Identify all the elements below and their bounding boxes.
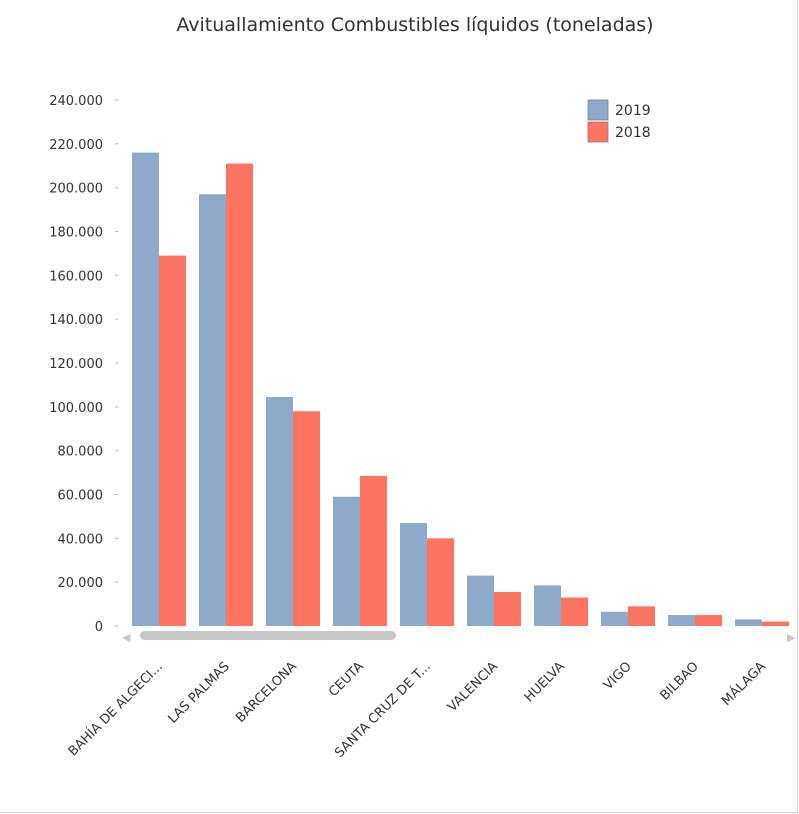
bar-2019[interactable]: [400, 522, 427, 626]
legend-swatch: [587, 121, 609, 143]
x-axis-labels: BAHÍA DE ALGECI... LAS PALMAS BARCELONA CEU…: [65, 658, 769, 760]
y-axis: 0 20.000 40.000 60.000 80.000 100.000 120.000 1…: [49, 94, 118, 635]
y-tick-label: 0: [95, 620, 103, 635]
bar-2019[interactable]: [601, 611, 628, 626]
bar-2018[interactable]: [159, 255, 186, 626]
y-tick-label: 220.000: [49, 138, 103, 153]
y-tick-label: 140.000: [49, 313, 103, 328]
legend: 2019 2018: [587, 99, 651, 143]
legend-label: 2018: [615, 125, 651, 141]
bar-2018[interactable]: [226, 163, 253, 626]
bar-2018[interactable]: [762, 621, 789, 626]
bar-2018[interactable]: [494, 592, 521, 626]
y-tick-label: 180.000: [49, 226, 103, 241]
x-tick-label: LAS PALMAS: [165, 659, 232, 726]
x-tick-label: BAHÍA DE ALGECI...: [65, 659, 166, 760]
x-tick-label: CEUTA: [326, 659, 367, 700]
x-tick-label: BILBAO: [657, 659, 701, 703]
chart-title: Avituallamiento Combustibles líquidos (t…: [176, 14, 654, 36]
bar-2019[interactable]: [534, 585, 561, 626]
bar-2018[interactable]: [695, 615, 722, 626]
bar-2018[interactable]: [561, 597, 588, 626]
x-tick-label: HUELVA: [522, 659, 568, 705]
bar-2019[interactable]: [333, 496, 360, 626]
y-tick-label: 200.000: [49, 182, 103, 197]
y-tick-label: 100.000: [49, 401, 103, 416]
y-tick-label: 240.000: [49, 94, 103, 109]
legend-label: 2019: [615, 103, 651, 119]
legend-swatch: [587, 99, 609, 121]
y-tick-label: 20.000: [58, 576, 104, 591]
bar-2019[interactable]: [467, 575, 494, 626]
y-tick-label: 40.000: [58, 532, 104, 547]
scroll-right-icon[interactable]: ▶: [787, 632, 796, 644]
bar-2019[interactable]: [735, 619, 762, 626]
y-tick-label: 120.000: [49, 357, 103, 372]
bar-2018[interactable]: [293, 411, 320, 626]
scrollbar-thumb[interactable]: [140, 631, 396, 640]
horizontal-scrollbar[interactable]: ◀ ▶: [122, 631, 796, 644]
y-tick-label: 160.000: [49, 269, 103, 284]
scroll-left-icon[interactable]: ◀: [122, 632, 131, 644]
x-tick-label: MÁLAGA: [718, 658, 768, 708]
y-tick-label: 60.000: [58, 489, 104, 504]
bar-2019[interactable]: [199, 194, 226, 626]
bar-2019[interactable]: [132, 152, 159, 626]
bar-2019[interactable]: [668, 615, 695, 626]
x-tick-label: VIGO: [601, 659, 635, 693]
bars: [132, 152, 789, 626]
bar-2018[interactable]: [360, 475, 387, 626]
bar-2019[interactable]: [266, 396, 293, 626]
bar-2018[interactable]: [427, 538, 454, 626]
x-tick-label: BARCELONA: [233, 659, 300, 726]
bar-2018[interactable]: [628, 606, 655, 626]
x-tick-label: VALENCIA: [445, 659, 501, 715]
y-tick-label: 80.000: [58, 445, 104, 460]
